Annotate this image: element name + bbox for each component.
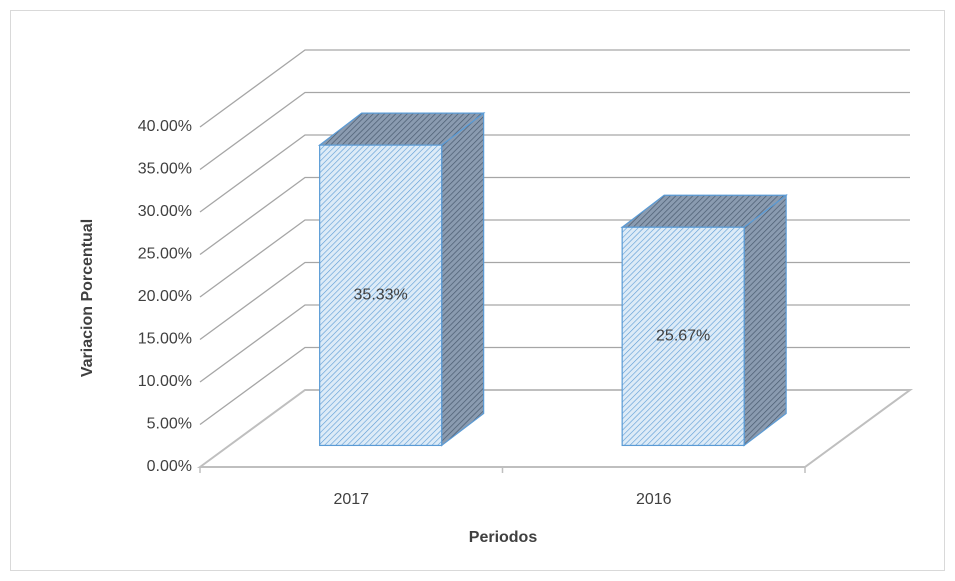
bar-side: [441, 111, 485, 447]
grid-line: [199, 91, 910, 171]
floor: [196, 389, 914, 468]
grid-line: [199, 176, 910, 256]
data-label: 25.67%: [656, 328, 710, 345]
bar: [319, 144, 443, 447]
y-axis-label: Variacion Porcentual: [79, 219, 96, 377]
y-tick-label: 30.00%: [138, 203, 192, 220]
grid-line: [199, 134, 910, 213]
y-tick-label: 5.00%: [147, 416, 192, 433]
x-tick-label: 2017: [333, 491, 369, 508]
y-tick-label: 20.00%: [138, 288, 192, 305]
y-tick-label: 0.00%: [147, 458, 192, 475]
data-label: 35.33%: [354, 287, 408, 304]
y-tick-label: 15.00%: [138, 331, 192, 348]
y-tick-label: 25.00%: [138, 246, 192, 263]
grid-line: [199, 49, 910, 128]
y-tick-label: 40.00%: [138, 118, 192, 135]
y-tick-label: 35.00%: [138, 161, 192, 178]
bar-side: [743, 194, 787, 447]
bar: [621, 226, 745, 447]
y-tick-label: 10.00%: [138, 373, 192, 390]
x-tick-label: 2016: [636, 491, 672, 508]
x-axis-label: Periodos: [469, 529, 538, 546]
